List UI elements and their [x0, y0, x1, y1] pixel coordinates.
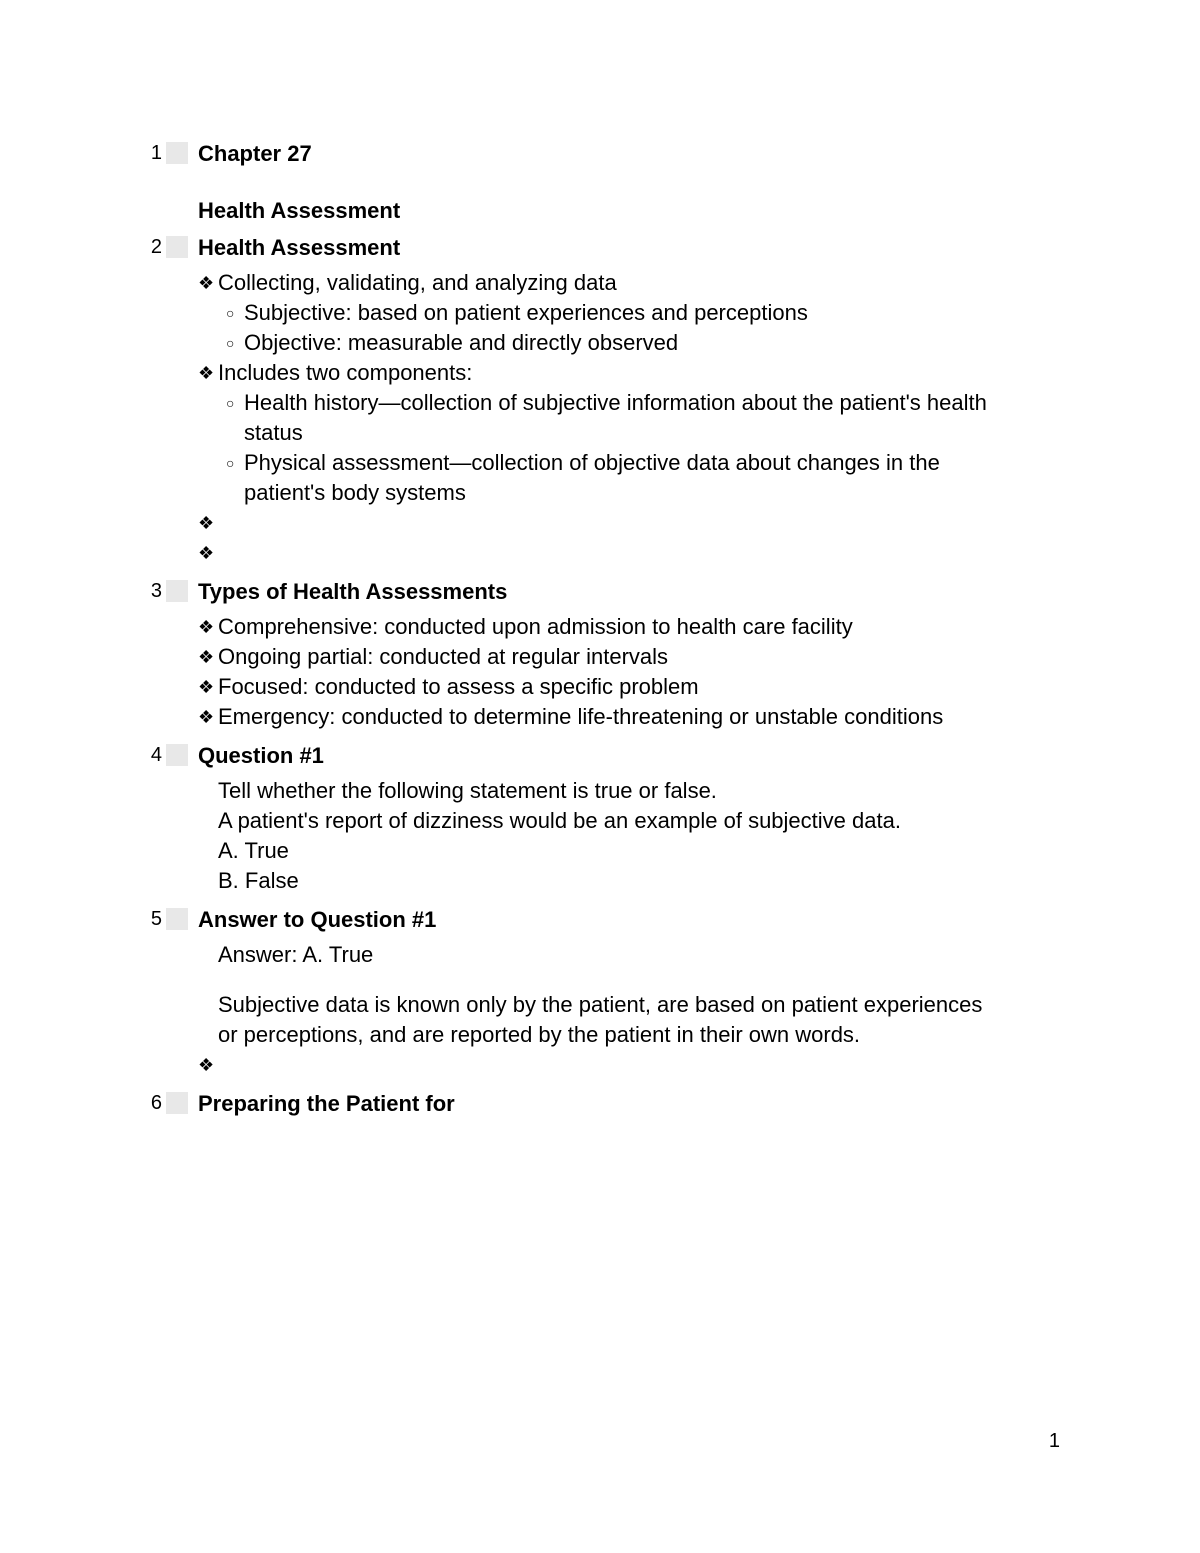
- section-6-number: 6: [140, 1090, 162, 1116]
- page: 1 Chapter 27 Health Assessment 2 Health …: [0, 0, 1200, 1553]
- section-6-title: Preparing the Patient for: [198, 1090, 455, 1118]
- sub-bullet-item: ○ Subjective: based on patient experienc…: [226, 298, 1040, 328]
- section-2-header: 2 Health Assessment: [140, 234, 1040, 262]
- bullet-text: Focused: conducted to assess a specific …: [218, 672, 1040, 702]
- sub-bullet-item: ○ Objective: measurable and directly obs…: [226, 328, 1040, 358]
- checkbox-icon: [166, 236, 188, 258]
- section-4-number: 4: [140, 742, 162, 768]
- diamond-bullet-icon: ❖: [198, 1050, 218, 1080]
- section-2-title: Health Assessment: [198, 234, 400, 262]
- section-1-subtitle: Health Assessment: [198, 198, 1040, 224]
- bullet-item: ❖ Focused: conducted to assess a specifi…: [198, 672, 1040, 702]
- checkbox-icon: [166, 142, 188, 164]
- sub-bullet-text: Subjective: based on patient experiences…: [244, 298, 1040, 328]
- section-3-number: 3: [140, 578, 162, 604]
- section-5-title: Answer to Question #1: [198, 906, 436, 934]
- page-number: 1: [1049, 1430, 1060, 1453]
- section-2: 2 Health Assessment ❖ Collecting, valida…: [140, 234, 1040, 568]
- checkbox-icon: [166, 1092, 188, 1114]
- section-1-header: 1 Chapter 27: [140, 140, 1040, 168]
- bullet-text: Collecting, validating, and analyzing da…: [218, 268, 1040, 298]
- bullet-item: ❖ Ongoing partial: conducted at regular …: [198, 642, 1040, 672]
- checkbox-icon: [166, 580, 188, 602]
- checkbox-icon: [166, 744, 188, 766]
- diamond-bullet-icon: ❖: [198, 702, 218, 732]
- section-4-title: Question #1: [198, 742, 324, 770]
- bullet-item: ❖ Comprehensive: conducted upon admissio…: [198, 612, 1040, 642]
- section-1-title: Chapter 27: [198, 140, 312, 168]
- bullet-item: ❖ Collecting, validating, and analyzing …: [198, 268, 1040, 298]
- circle-bullet-icon: ○: [226, 448, 244, 478]
- section-1: 1 Chapter 27 Health Assessment: [140, 140, 1040, 224]
- body-line: B. False: [218, 866, 1040, 896]
- circle-bullet-icon: ○: [226, 328, 244, 358]
- diamond-bullet-icon: ❖: [198, 612, 218, 642]
- bullet-item: ❖ Includes two components:: [198, 358, 1040, 388]
- sub-bullet-text: Health history—collection of subjective …: [244, 388, 1040, 448]
- diamond-bullet-icon: ❖: [198, 358, 218, 388]
- section-1-subtitle-block: Health Assessment: [198, 198, 1040, 224]
- diamond-bullet-icon: ❖: [198, 642, 218, 672]
- section-4: 4 Question #1 Tell whether the following…: [140, 742, 1040, 896]
- bullet-text: Includes two components:: [218, 358, 1040, 388]
- diamond-bullet-icon: ❖: [198, 538, 218, 568]
- paragraph-gap: [198, 970, 1040, 990]
- section-3-header: 3 Types of Health Assessments: [140, 578, 1040, 606]
- checkbox-icon: [166, 908, 188, 930]
- section-3-body: ❖ Comprehensive: conducted upon admissio…: [198, 612, 1040, 732]
- diamond-bullet-icon: ❖: [198, 672, 218, 702]
- sub-bullet-text: Objective: measurable and directly obser…: [244, 328, 1040, 358]
- bullet-item: ❖ Emergency: conducted to determine life…: [198, 702, 1040, 732]
- section-5-header: 5 Answer to Question #1: [140, 906, 1040, 934]
- bullet-item: ❖: [198, 508, 1040, 538]
- body-line: A. True: [218, 836, 1040, 866]
- section-5: 5 Answer to Question #1 Answer: A. True …: [140, 906, 1040, 1080]
- section-3: 3 Types of Health Assessments ❖ Comprehe…: [140, 578, 1040, 732]
- bullet-item: ❖: [198, 538, 1040, 568]
- body-line: Subjective data is known only by the pat…: [218, 990, 1040, 1050]
- circle-bullet-icon: ○: [226, 298, 244, 328]
- section-1-number: 1: [140, 140, 162, 166]
- body-line: Tell whether the following statement is …: [218, 776, 1040, 806]
- sub-bullet-item: ○ Health history—collection of subjectiv…: [226, 388, 1040, 448]
- section-6: 6 Preparing the Patient for: [140, 1090, 1040, 1118]
- section-4-body: Tell whether the following statement is …: [198, 776, 1040, 896]
- sub-bullet-item: ○ Physical assessment—collection of obje…: [226, 448, 1040, 508]
- bullet-item: ❖: [198, 1050, 1040, 1080]
- sub-bullet-text: Physical assessment—collection of object…: [244, 448, 1040, 508]
- diamond-bullet-icon: ❖: [198, 268, 218, 298]
- body-line: A patient's report of dizziness would be…: [218, 806, 1040, 836]
- bullet-text: Comprehensive: conducted upon admission …: [218, 612, 1040, 642]
- bullet-text: Emergency: conducted to determine life-t…: [218, 702, 1040, 732]
- section-4-header: 4 Question #1: [140, 742, 1040, 770]
- section-2-body: ❖ Collecting, validating, and analyzing …: [198, 268, 1040, 568]
- section-3-title: Types of Health Assessments: [198, 578, 507, 606]
- content-area: 1 Chapter 27 Health Assessment 2 Health …: [140, 140, 1040, 1128]
- body-line: Answer: A. True: [218, 940, 1040, 970]
- section-6-header: 6 Preparing the Patient for: [140, 1090, 1040, 1118]
- section-5-body: Answer: A. True Subjective data is known…: [198, 940, 1040, 1080]
- section-5-number: 5: [140, 906, 162, 932]
- section-2-number: 2: [140, 234, 162, 260]
- diamond-bullet-icon: ❖: [198, 508, 218, 538]
- bullet-text: Ongoing partial: conducted at regular in…: [218, 642, 1040, 672]
- circle-bullet-icon: ○: [226, 388, 244, 418]
